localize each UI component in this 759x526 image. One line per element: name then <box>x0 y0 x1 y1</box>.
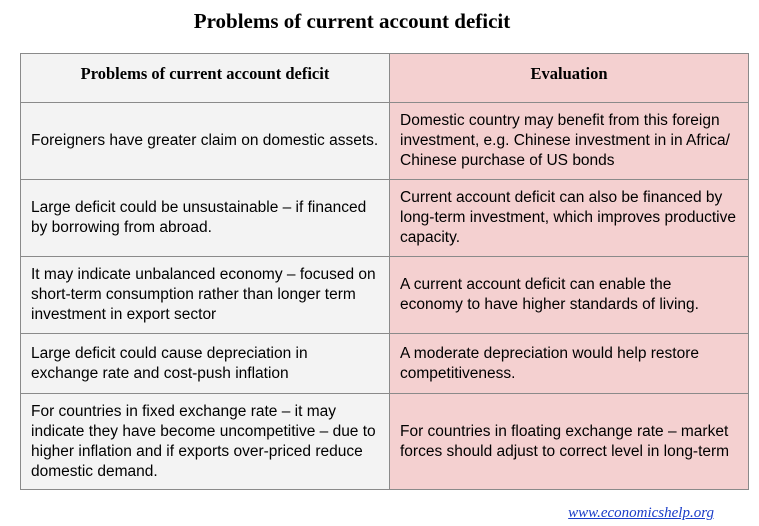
problem-cell: It may indicate unbalanced economy – foc… <box>20 256 390 334</box>
problems-evaluation-table: Problems of current account deficit Eval… <box>20 53 749 490</box>
table-row: It may indicate unbalanced economy – foc… <box>20 256 749 334</box>
table-header-row: Problems of current account deficit Eval… <box>20 53 749 103</box>
column-header-problems: Problems of current account deficit <box>20 53 390 103</box>
page-title: Problems of current account deficit <box>193 9 511 33</box>
source-link[interactable]: www.economicshelp.org <box>568 505 714 521</box>
problem-cell: For countries in fixed exchange rate – i… <box>20 393 390 490</box>
table-row: Foreigners have greater claim on domesti… <box>20 102 749 180</box>
column-header-evaluation: Evaluation <box>389 53 749 103</box>
table-row: Large deficit could cause depreciation i… <box>20 333 749 394</box>
evaluation-cell: Current account deficit can also be fina… <box>389 179 749 257</box>
evaluation-cell: Domestic country may benefit from this f… <box>389 102 749 180</box>
table-row: For countries in fixed exchange rate – i… <box>20 393 749 490</box>
problem-cell: Large deficit could be unsustainable – i… <box>20 179 390 257</box>
problem-cell: Foreigners have greater claim on domesti… <box>20 102 390 180</box>
evaluation-cell: For countries in floating exchange rate … <box>389 393 749 490</box>
evaluation-cell: A moderate depreciation would help resto… <box>389 333 749 394</box>
evaluation-cell: A current account deficit can enable the… <box>389 256 749 334</box>
table-row: Large deficit could be unsustainable – i… <box>20 179 749 257</box>
problem-cell: Large deficit could cause depreciation i… <box>20 333 390 394</box>
